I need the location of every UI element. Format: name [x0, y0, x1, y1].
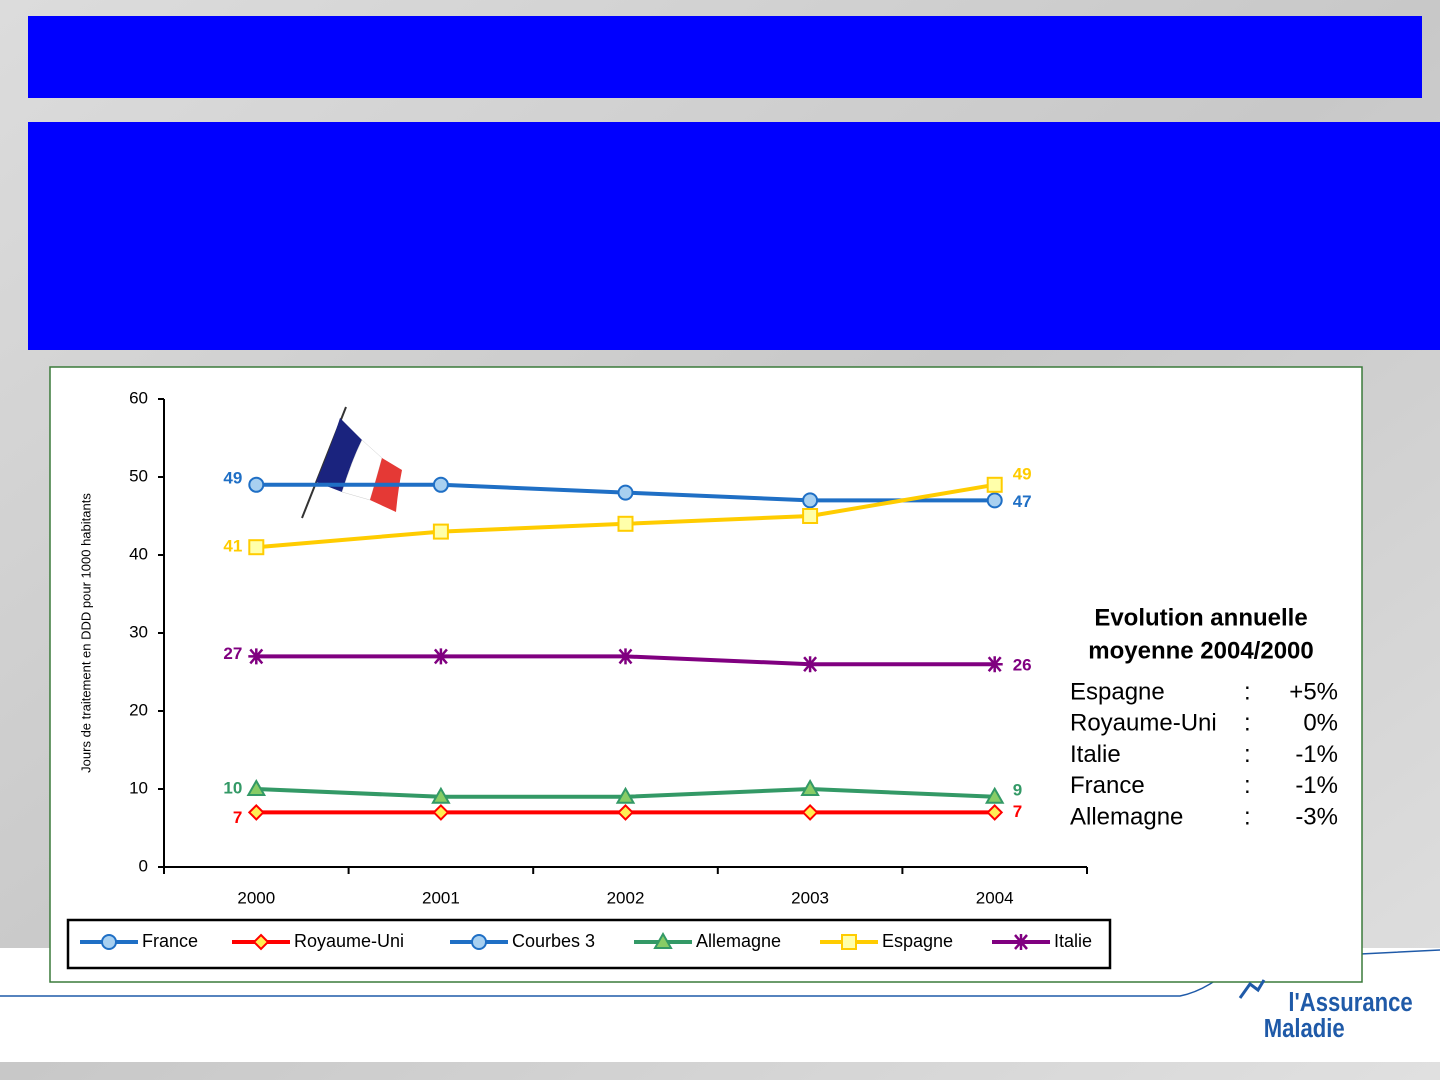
marker	[246, 778, 267, 796]
x-tick-label: 2000	[237, 888, 275, 907]
summary-name: France	[1070, 772, 1145, 799]
marker	[431, 786, 451, 804]
marker	[986, 476, 1003, 493]
y-tick-label: 40	[129, 544, 148, 563]
data-label: 41	[223, 537, 242, 556]
marker	[986, 803, 1004, 821]
marker	[617, 515, 634, 532]
data-label: 27	[223, 644, 242, 663]
summary-value: -1%	[1295, 741, 1338, 768]
data-label: 47	[1013, 492, 1032, 511]
data-label: 7	[1013, 802, 1022, 821]
chart-panel	[49, 366, 1363, 983]
subtitle-banner	[28, 122, 1440, 350]
logo: l'Assurance Maladie	[1238, 979, 1413, 1043]
y-tick-label: 20	[129, 700, 148, 719]
marker	[802, 492, 819, 509]
marker	[986, 656, 1003, 673]
summary-name: Italie	[1070, 741, 1121, 768]
summary-box: Evolution annuelle moyenne 2004/2000 Esp…	[1070, 604, 1338, 830]
marker	[800, 778, 820, 796]
marker	[615, 786, 636, 804]
marker	[1013, 934, 1029, 950]
y-tick-label: 60	[129, 388, 148, 407]
summary-colon: :	[1244, 804, 1251, 831]
data-label: 9	[1013, 780, 1022, 799]
marker	[248, 476, 265, 493]
marker	[617, 484, 634, 501]
y-tick-label: 30	[129, 622, 148, 641]
x-tick-label: 2001	[422, 888, 460, 907]
marker	[101, 934, 117, 950]
summary-title: Evolution annuelle	[1094, 604, 1307, 631]
summary-name: Allemagne	[1070, 804, 1183, 831]
marker	[248, 539, 265, 556]
summary-value: +5%	[1289, 678, 1338, 705]
marker	[802, 656, 819, 673]
marker	[986, 492, 1003, 509]
marker	[432, 476, 449, 493]
legend-label: Courbes 3	[512, 931, 595, 951]
legend-label: Italie	[1054, 931, 1092, 951]
marker	[801, 803, 819, 821]
data-label: 49	[223, 468, 242, 487]
legend-label: France	[142, 931, 198, 951]
summary-colon: :	[1244, 678, 1251, 705]
summary-name: Espagne	[1070, 678, 1165, 705]
data-label: 49	[1013, 464, 1032, 483]
y-tick-label: 10	[129, 778, 148, 797]
y-axis-label: Jours de traitement en DDD pour 1000 hab…	[78, 493, 93, 773]
marker	[252, 933, 270, 951]
legend-label: Royaume-Uni	[294, 931, 404, 951]
legend-label: Allemagne	[696, 931, 781, 951]
summary-title: moyenne 2004/2000	[1088, 637, 1313, 664]
marker	[432, 648, 449, 665]
marker	[984, 786, 1005, 804]
summary-value: 0%	[1303, 710, 1338, 737]
data-label: 7	[233, 808, 242, 827]
y-tick-label: 50	[129, 466, 148, 485]
summary-name: Royaume-Uni	[1070, 710, 1217, 737]
logo-text: Maladie	[1264, 1014, 1345, 1043]
legend-box	[66, 918, 1112, 970]
summary-value: -3%	[1295, 804, 1338, 831]
data-label: 10	[223, 778, 242, 797]
data-label: 26	[1013, 656, 1032, 675]
marker	[432, 803, 450, 821]
legend-label: Espagne	[882, 931, 953, 951]
summary-colon: :	[1244, 741, 1251, 768]
summary-colon: :	[1244, 772, 1251, 799]
marker	[471, 934, 487, 950]
marker	[617, 803, 634, 821]
marker	[248, 648, 265, 665]
marker	[617, 648, 634, 665]
marker	[432, 523, 449, 540]
marker	[802, 508, 819, 524]
y-tick-label: 0	[139, 856, 148, 875]
marker	[653, 931, 673, 949]
summary-value: -1%	[1295, 772, 1338, 799]
logo-text: l'Assurance	[1288, 988, 1412, 1017]
logo-icon	[1238, 979, 1266, 999]
marker	[841, 934, 857, 950]
summary-colon: :	[1244, 710, 1251, 737]
x-tick-label: 2003	[791, 888, 829, 907]
marker	[247, 803, 265, 821]
x-tick-label: 2002	[607, 888, 645, 907]
title-banner	[28, 16, 1422, 98]
x-tick-label: 2004	[976, 888, 1014, 907]
